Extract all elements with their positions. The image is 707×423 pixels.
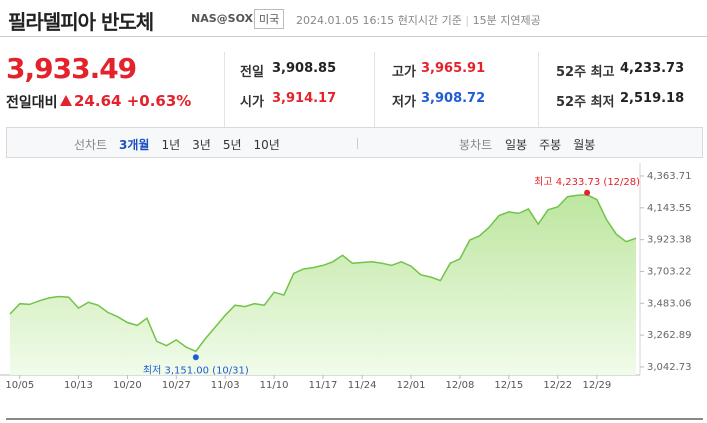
separator	[538, 52, 539, 132]
x-tick-label: 11/17	[309, 380, 338, 391]
x-tick-label: 12/01	[397, 380, 426, 391]
y-tick-label: 3,483.06	[647, 298, 692, 309]
annotation-label: 최고 4,233.73 (12/28)	[534, 176, 640, 188]
symbol-code: NAS@SOX	[191, 12, 254, 25]
divider	[6, 418, 703, 420]
y-tick-label: 4,143.55	[647, 203, 692, 214]
market-badge: 미국	[254, 9, 285, 29]
stat-label: 저가	[392, 95, 416, 110]
area-fill	[10, 194, 636, 375]
stat-value: 3,908.72	[421, 91, 486, 106]
tab-group-label: 선차트	[74, 138, 108, 152]
period-tab[interactable]: 3년	[192, 138, 211, 152]
period-tab[interactable]: 10년	[253, 138, 280, 152]
change-pct: +0.63%	[126, 92, 192, 110]
y-tick-label: 3,262.89	[647, 330, 692, 341]
annotation-dot	[584, 189, 591, 196]
price: 3,933.49	[6, 52, 137, 85]
period-tab[interactable]: 5년	[222, 138, 242, 152]
time-note: 현지시간 기준	[397, 14, 462, 27]
up-arrow	[60, 95, 72, 106]
separator	[224, 52, 225, 132]
y-tick-label: 3,042.73	[647, 362, 692, 373]
stat-label: 52주 최고	[556, 65, 615, 80]
candle-tab[interactable]: 일봉	[505, 138, 528, 152]
separator	[357, 138, 358, 149]
divider	[0, 36, 707, 37]
period-tab[interactable]: 3개월	[119, 138, 150, 152]
x-tick-label: 11/10	[260, 380, 289, 391]
x-tick-label: 12/08	[446, 380, 475, 391]
stat-label: 시가	[240, 95, 264, 110]
stat-label: 전일	[240, 65, 264, 80]
x-tick-label: 11/03	[211, 380, 240, 391]
x-tick-label: 10/05	[5, 380, 34, 391]
chart-tabs: 선차트 3개월 1년 3년 5년 10년 봉차트 일봉 주봉 월봉	[6, 127, 703, 158]
change: 24.64 +0.63%	[60, 92, 191, 110]
y-tick-label: 3,923.38	[647, 235, 692, 246]
delay-note: 15분 지연제공	[472, 14, 541, 27]
change-label: 전일대비	[6, 95, 58, 111]
y-tick-label: 3,703.22	[647, 266, 692, 277]
x-tick-label: 11/24	[348, 380, 377, 391]
x-tick-label: 12/22	[543, 380, 572, 391]
x-tick-label: 10/20	[113, 380, 142, 391]
stat-label: 고가	[392, 65, 416, 80]
annotation-label: 최저 3,151.00 (10/31)	[143, 364, 249, 376]
x-tick-label: 10/27	[162, 380, 191, 391]
candle-tab[interactable]: 월봉	[573, 138, 596, 152]
separator	[374, 52, 375, 132]
price-line	[9, 194, 637, 353]
y-tick-label: 4,363.71	[647, 171, 692, 182]
x-tick-label: 12/15	[494, 380, 523, 391]
annotation-dot	[192, 354, 199, 361]
stat-value: 3,908.85	[272, 61, 337, 76]
change-value: 24.64	[74, 92, 122, 110]
stat-value: 2,519.18	[620, 91, 685, 106]
period-tab[interactable]: 1년	[161, 138, 181, 152]
stat-value: 3,965.91	[421, 61, 486, 76]
x-tick-label: 10/13	[64, 380, 93, 391]
stat-value: 3,914.17	[272, 91, 337, 106]
candle-tab[interactable]: 주봉	[539, 138, 562, 152]
time: 2024.01.05 16:15	[296, 14, 395, 27]
stat-label: 52주 최저	[556, 95, 615, 110]
timestamp: 2024.01.05 16:15 현지시간 기준 | 15분 지연제공	[296, 14, 541, 27]
tab-group-label: 봉차트	[459, 138, 493, 152]
x-tick-label: 12/29	[582, 380, 611, 391]
chart: 3,042.73 3,262.89 3,483.06 3,703.22 3,923.38…	[0, 163, 692, 391]
stat-value: 4,233.73	[620, 61, 685, 76]
title: 필라델피아 반도체	[8, 10, 154, 34]
